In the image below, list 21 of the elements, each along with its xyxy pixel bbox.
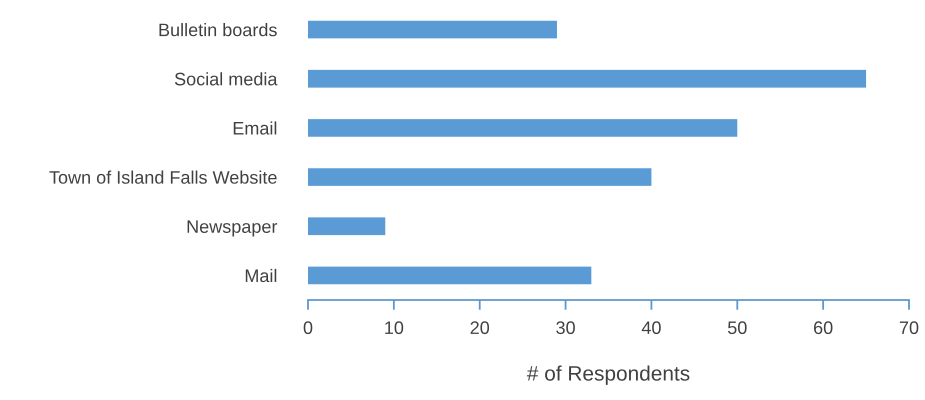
y-tick-label: Social media — [174, 72, 278, 86]
x-tick-label: 0 — [304, 321, 312, 334]
x-tick-label: 40 — [642, 321, 661, 334]
x-tick-label: 20 — [470, 321, 490, 334]
x-tick-label: 30 — [556, 321, 575, 334]
x-axis-title: # of Respondents — [526, 365, 690, 385]
bar — [308, 119, 738, 137]
x-tick-label: 70 — [900, 321, 918, 334]
y-tick-label: Newspaper — [188, 220, 278, 237]
bar — [308, 266, 592, 284]
x-tick-label: 50 — [728, 321, 747, 334]
x-tick-label: 60 — [814, 321, 832, 334]
bar — [308, 70, 866, 88]
y-tick-label: Town of Island Falls Website — [49, 170, 277, 184]
y-tick-label: Mail — [246, 268, 276, 282]
y-tick-label: Email — [234, 121, 276, 135]
bar — [308, 168, 652, 186]
bar — [308, 20, 557, 38]
x-tick-label: 10 — [385, 321, 404, 334]
bar — [308, 217, 386, 236]
y-tick-label: Bulletin boards — [159, 23, 277, 36]
